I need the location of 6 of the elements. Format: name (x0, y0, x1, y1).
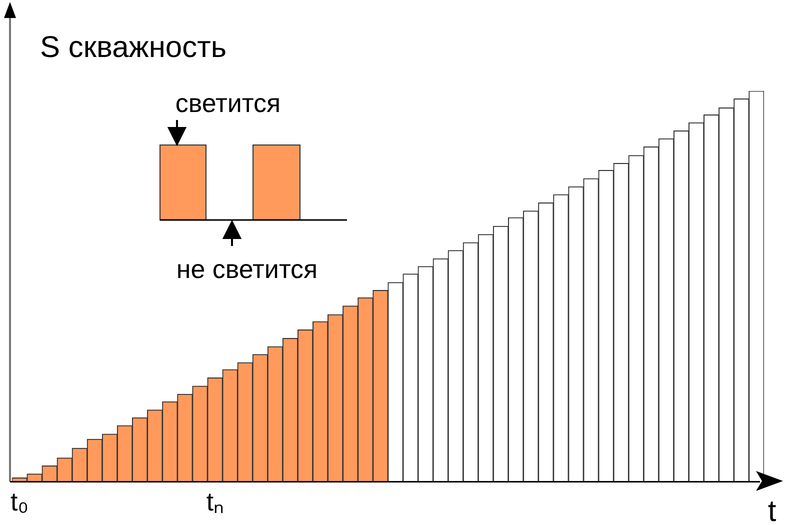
y-axis-title: S скважность (40, 31, 226, 64)
x-tick-label: t₀ (10, 486, 29, 517)
x-axis-title: t (768, 495, 777, 525)
annotation: не светится (176, 254, 318, 284)
x-tick-label: tₙ (206, 486, 224, 517)
annotation: светится (175, 88, 281, 118)
